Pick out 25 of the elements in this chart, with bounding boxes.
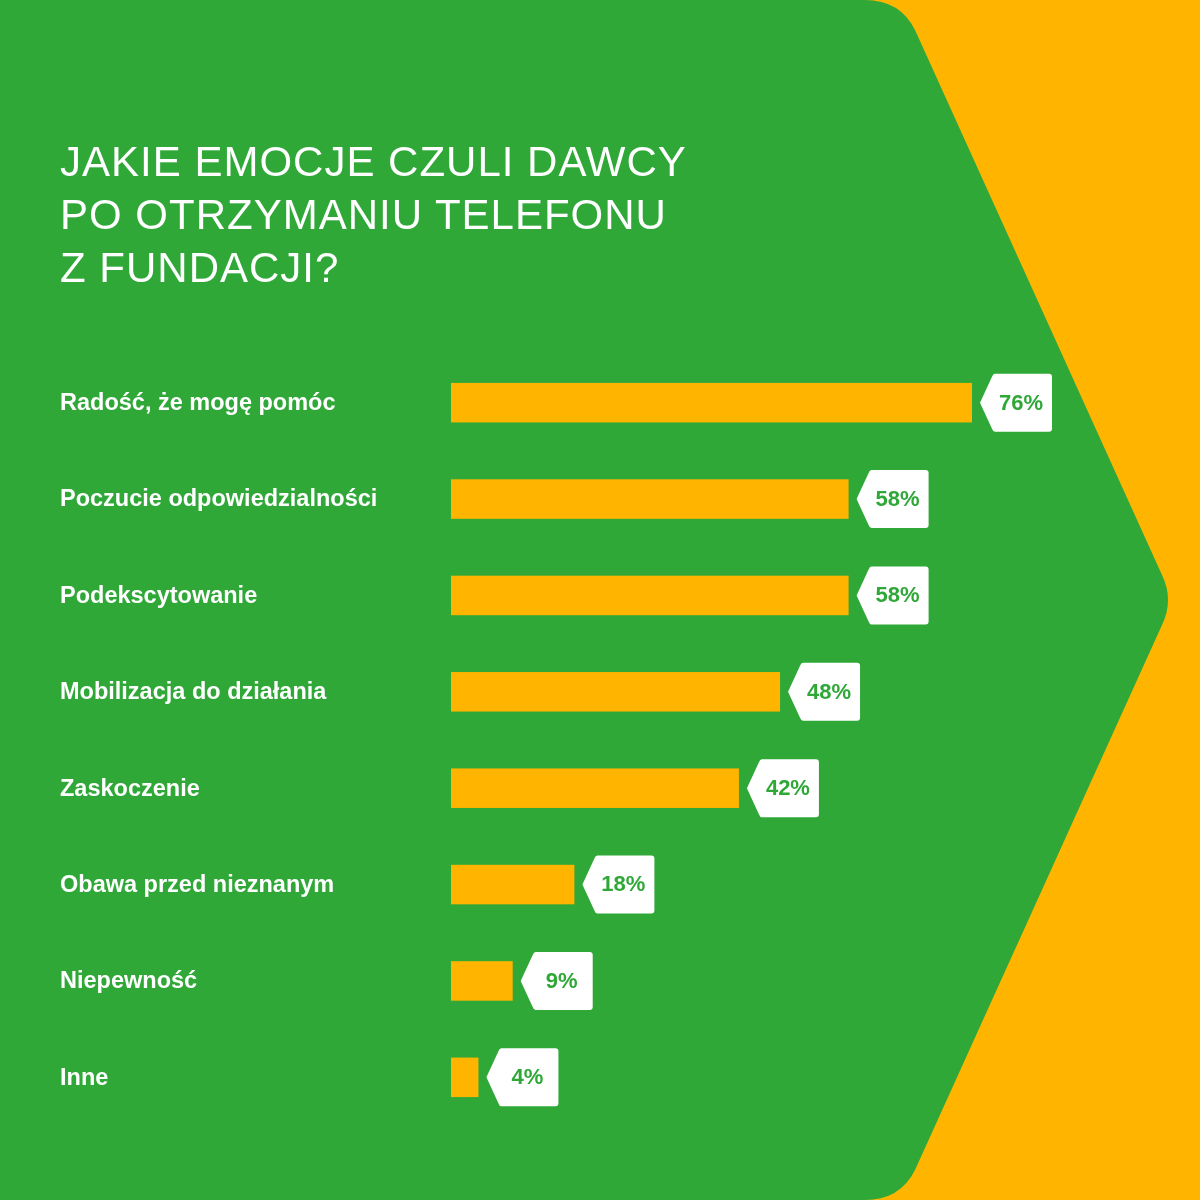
data-label: 76% [998,389,1044,415]
y-tick-label: Radość, że mogę pomóc [60,389,336,416]
bar [451,1057,479,1098]
data-label: 58% [875,582,920,608]
bar [451,961,513,1001]
y-tick-label: Poczucie odpowiedzialności [60,485,378,512]
bar [451,768,739,808]
bar [451,479,849,519]
bar [451,382,972,423]
data-label: 58% [875,485,920,511]
chart-title: JAKIE EMOCJE CZULI DAWCY PO OTRZYMANIU TELEFONU Z FUNDACJI? [60,138,687,291]
data-label: 9% [545,967,578,993]
data-label: 18% [601,871,646,897]
y-tick-label: Obawa przed nieznanym [60,870,335,897]
y-tick-label: Zaskoczenie [60,774,200,801]
data-label: 42% [765,775,810,801]
y-tick-label: Niepewność [60,967,198,994]
data-label: 48% [807,678,852,704]
bar [451,672,781,712]
data-label: 4% [511,1064,544,1090]
y-tick-label: Inne [60,1063,109,1090]
bar [451,864,575,905]
bar [451,575,849,616]
y-tick-label: Podekscytowanie [60,581,258,608]
y-tick-label: Mobilizacja do działania [60,678,328,705]
